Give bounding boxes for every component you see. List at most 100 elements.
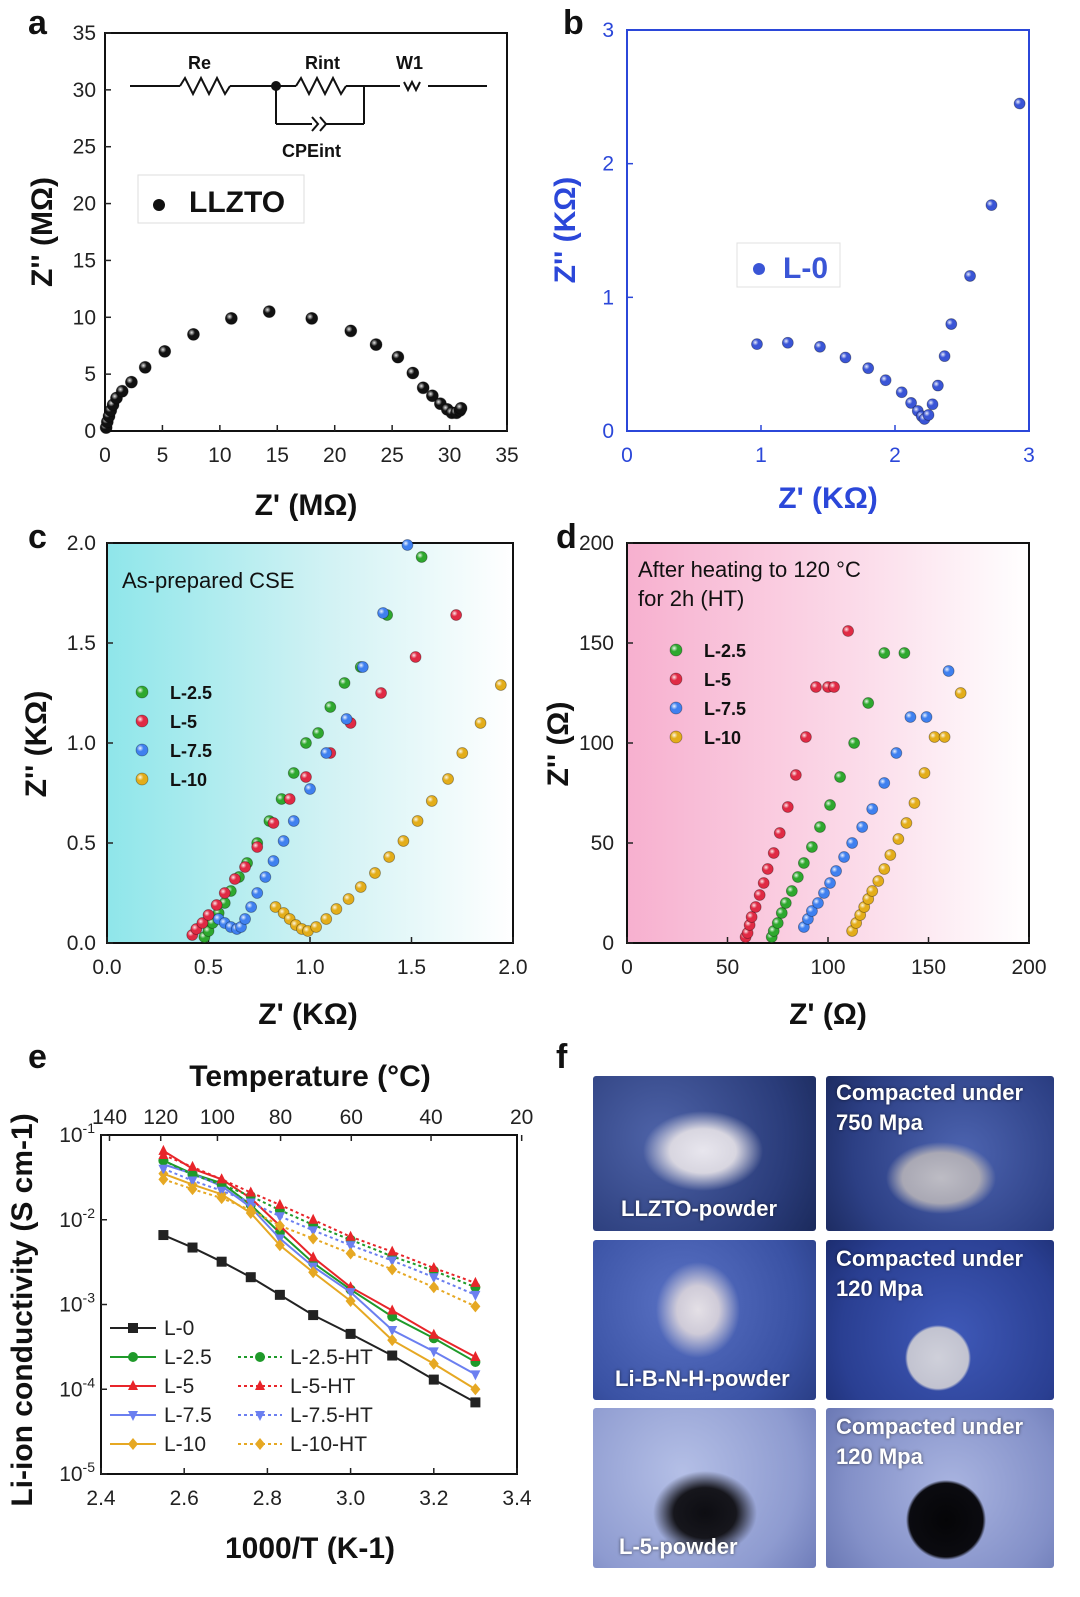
data-point-l-10: [387, 1334, 398, 1347]
panel-label-b: b: [563, 4, 584, 42]
data-point-l-7.5-ht: [428, 1273, 439, 1284]
data-point-l-10: [494, 679, 507, 691]
data-point-l-7.5: [340, 713, 353, 725]
data-point-llzto: [158, 344, 172, 358]
data-point-l-5: [761, 863, 774, 875]
data-point-l-2.5: [806, 841, 818, 853]
data-point-l-7.5: [356, 661, 369, 673]
chart-e-top-tick-label: 80: [269, 1106, 292, 1129]
chart-d-y-tick-label: 150: [579, 632, 614, 655]
chart-b-y-tick-label: 2: [602, 153, 614, 176]
data-point-l-5-ht: [345, 1230, 356, 1241]
data-point-l-7.5: [806, 905, 818, 917]
data-point-llzto: [262, 305, 276, 319]
data-point-l-10: [274, 1239, 285, 1252]
chart-e-x-tick-label: 2.6: [170, 1487, 199, 1510]
chart-c-y-tick-label: 0.5: [67, 832, 96, 855]
chart-d-frame: [626, 542, 1030, 944]
data-point-l-5: [300, 771, 312, 783]
chart-a-x-tick-label: 10: [208, 444, 231, 467]
chart-e-top-tick-label: 100: [200, 1106, 235, 1129]
data-point-l-2.5: [312, 727, 325, 739]
photo-compacted-120-b: Compacted under 120 Mpa: [826, 1408, 1054, 1568]
data-point-llzto: [138, 360, 152, 374]
chart-c-y-tick-label: 1.5: [67, 632, 96, 655]
data-point-l-10: [900, 817, 913, 829]
data-point-l-5-ht: [470, 1276, 481, 1287]
data-point-l-7.5: [259, 871, 272, 883]
data-point-l-5: [757, 877, 770, 889]
legend-marker-l-5: [128, 1380, 138, 1390]
data-point-l-10: [872, 875, 885, 887]
chart-e-top-tick-label: 140: [92, 1106, 127, 1129]
data-point-llzto: [369, 338, 383, 351]
series-line-l-2.5: [162, 1159, 476, 1363]
data-point-l-5-ht: [428, 1261, 439, 1272]
data-point-l0: [839, 351, 852, 364]
chart-a-y-tick-label: 20: [73, 193, 96, 216]
chart-c-y-tick-label: 0.0: [67, 932, 96, 955]
data-point-l-2.5: [324, 701, 337, 713]
data-point-l-10-ht: [387, 1263, 398, 1276]
legend-marker-l-10: [128, 1438, 138, 1450]
data-point-l-10: [342, 893, 355, 905]
chart-e-y-tick-label: 10-2: [59, 1205, 95, 1232]
data-point-l-7.5: [818, 887, 830, 899]
data-point-l-7.5-ht: [470, 1290, 481, 1301]
legend-a: [137, 174, 305, 224]
legend-label-l-5-ht: L-5-HT: [290, 1375, 356, 1398]
data-point-l-7.5: [856, 821, 869, 833]
data-point-l-0: [428, 1374, 439, 1385]
data-point-l-10: [397, 835, 410, 847]
data-point-l-5: [251, 841, 264, 853]
data-point-l-2.5: [862, 697, 875, 709]
data-point-l-7.5: [830, 865, 842, 877]
data-point-l0: [895, 386, 908, 399]
data-point-l-7.5: [904, 711, 917, 723]
data-point-l-7.5-ht: [308, 1226, 319, 1237]
data-point-l-5: [781, 801, 794, 813]
data-point-l-2.5: [824, 799, 836, 811]
data-point-l-0: [345, 1328, 356, 1339]
data-point-l-5-ht: [158, 1149, 169, 1160]
chart-e-top-tick-label: 120: [143, 1106, 178, 1129]
chart-c-y-tick-label: 2.0: [67, 532, 96, 555]
photo-l5-powder: L-5-powder: [593, 1408, 816, 1568]
chart-d-x-tick-label: 0: [621, 956, 633, 979]
circuit-node: [271, 81, 281, 91]
y-axis-label-c: Z'' (KΩ): [20, 691, 53, 798]
chart-c-y-tick-label: 1.0: [67, 732, 96, 755]
data-point-l-10: [369, 867, 381, 879]
photo-llzto-powder: LLZTO-powder: [593, 1076, 816, 1231]
chart-c: 0.0 0.5 1.0 1.5 2.0 0.0 0.5 1.0 1.5 2.0 As-prepar…: [20, 532, 528, 1031]
data-point-l-7.5: [920, 711, 933, 723]
data-point-l-5: [749, 901, 762, 913]
data-point-l-10: [884, 849, 897, 861]
x-axis-label-a: Z' (MΩ): [255, 489, 358, 522]
data-point-l-7.5: [470, 1370, 481, 1381]
y-axis-label-d: Z'' (Ω): [542, 702, 575, 787]
panel-label-f: f: [556, 1038, 568, 1076]
chart-b-x-tick-label: 2: [889, 444, 901, 467]
legend-marker-l-7.5: [128, 1411, 138, 1421]
data-point-l-7.5: [866, 803, 879, 815]
photo-label-compacted-120-a: Compacted under 120 Mpa: [836, 1246, 1024, 1301]
data-point-l-7.5: [267, 855, 280, 867]
chart-a-y-tick-label: 25: [73, 136, 96, 159]
data-point-l-2.5: [775, 907, 788, 919]
chart-c-x-tick-label: 2.0: [498, 956, 527, 979]
data-point-llzto: [115, 384, 129, 398]
chart-c-x-tick-label: 1.0: [295, 956, 324, 979]
chart-e-y-tick-label: 10-4: [59, 1374, 95, 1401]
data-point-l0: [945, 318, 958, 330]
data-point-l-7.5: [245, 901, 258, 913]
series-line-l-0: [163, 1234, 476, 1404]
data-point-l-5: [210, 899, 223, 911]
chart-a-x-tick-label: 15: [266, 444, 289, 467]
panel-label-e: e: [28, 1038, 47, 1076]
data-point-llzto: [454, 401, 468, 415]
chart-e-x-tick-label: 2.8: [253, 1487, 282, 1510]
legend-label-l-2.5: L-2.5: [170, 683, 212, 703]
data-point-l-2.5: [797, 857, 810, 869]
data-point-llzto: [187, 327, 200, 341]
